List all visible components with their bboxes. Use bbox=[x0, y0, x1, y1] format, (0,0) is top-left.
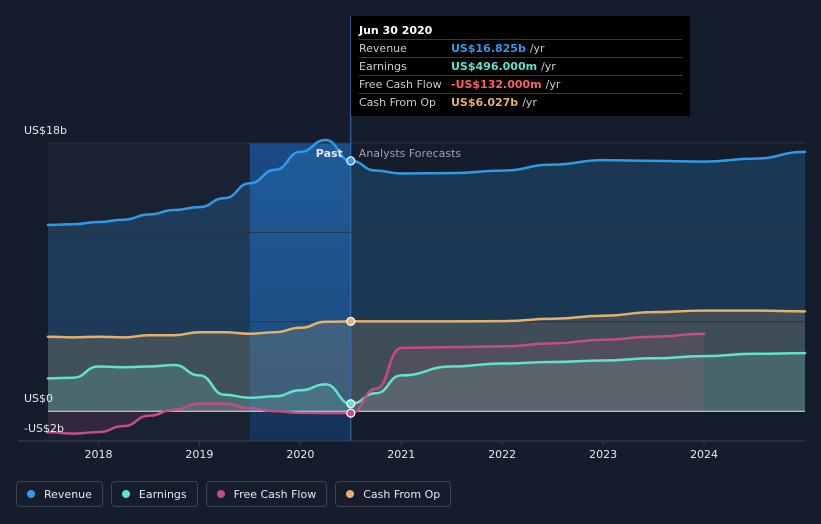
legend-label: Earnings bbox=[138, 487, 187, 501]
series-area-free_cash_flow bbox=[48, 333, 705, 434]
y-tick-label: US$0 bbox=[24, 392, 53, 405]
series-marker-free_cash_flow bbox=[346, 408, 356, 418]
tooltip-label: Free Cash Flow bbox=[359, 78, 442, 91]
tooltip-label: Cash From Op bbox=[359, 96, 437, 109]
tooltip-value: US$16.825b bbox=[451, 42, 526, 55]
legend-item-free-cash-flow[interactable]: Free Cash Flow bbox=[205, 481, 328, 507]
series-line-free_cash_flow-past bbox=[46, 402, 353, 435]
y-tick-label: US$18b bbox=[24, 124, 67, 137]
tooltip-row-free-cash-flow: Free Cash Flow -US$132.000m /yr bbox=[359, 75, 682, 93]
series-marker-revenue bbox=[346, 156, 356, 166]
series-line-revenue-past bbox=[46, 138, 353, 227]
series-line-cash_from_op-past bbox=[46, 320, 353, 339]
series-line-free_cash_flow-forecast bbox=[349, 332, 706, 415]
legend-dot-icon bbox=[121, 490, 130, 498]
series-line-earnings-forecast bbox=[349, 351, 807, 406]
forecast-label: Analysts Forecasts bbox=[359, 147, 462, 160]
tooltip-row-cash-from-op: Cash From Op US$6.027b /yr bbox=[359, 93, 682, 111]
series-area-cash_from_op bbox=[48, 310, 805, 412]
tooltip-value: US$6.027b bbox=[451, 96, 519, 109]
x-tick-label: 2018 bbox=[84, 448, 112, 461]
series-line-revenue-forecast bbox=[349, 150, 807, 175]
x-tick-label: 2019 bbox=[185, 448, 213, 461]
x-tick-label: 2023 bbox=[589, 448, 617, 461]
tooltip-date: Jun 30 2020 bbox=[359, 24, 433, 37]
legend-dot-icon bbox=[346, 490, 355, 498]
x-tick-label: 2021 bbox=[387, 448, 415, 461]
legend-dot-icon bbox=[27, 490, 35, 498]
legend-item-revenue[interactable]: Revenue bbox=[16, 481, 103, 507]
tooltip-label: Revenue bbox=[359, 42, 407, 55]
legend-label: Cash From Op bbox=[363, 487, 441, 501]
x-tick-label: 2020 bbox=[286, 448, 314, 461]
series-line-cash_from_op-forecast bbox=[349, 309, 807, 323]
tooltip-value: -US$132.000m bbox=[451, 78, 542, 91]
tooltip-value: US$496.000m bbox=[451, 60, 538, 73]
legend: Revenue Earnings Free Cash Flow Cash Fro… bbox=[16, 481, 452, 507]
legend-label: Free Cash Flow bbox=[233, 487, 317, 501]
tooltip-row-revenue: Revenue US$16.825b /yr bbox=[359, 39, 682, 57]
series-marker-earnings bbox=[346, 399, 356, 409]
tooltip-row-earnings: Earnings US$496.000m /yr bbox=[359, 57, 682, 75]
y-tick-label: -US$2b bbox=[24, 422, 64, 435]
past-label: Past bbox=[316, 147, 343, 160]
tooltip-unit: /yr bbox=[545, 78, 561, 91]
tooltip-unit: /yr bbox=[522, 96, 537, 109]
x-tick-label: 2024 bbox=[690, 448, 718, 461]
legend-item-earnings[interactable]: Earnings bbox=[110, 481, 198, 507]
tooltip-panel: Jun 30 2020 Revenue US$16.825b /yr Earni… bbox=[351, 16, 690, 116]
tooltip-unit: /yr bbox=[541, 60, 556, 73]
tooltip-label: Earnings bbox=[359, 60, 407, 73]
legend-item-cash-from-op[interactable]: Cash From Op bbox=[335, 481, 452, 507]
series-area-revenue bbox=[48, 140, 805, 412]
series-line-earnings-past bbox=[46, 363, 353, 406]
legend-dot-icon bbox=[216, 490, 225, 498]
series-marker-cash_from_op bbox=[346, 316, 356, 326]
x-tick-label: 2022 bbox=[488, 448, 516, 461]
tooltip-unit: /yr bbox=[529, 42, 545, 55]
legend-label: Revenue bbox=[44, 487, 92, 501]
